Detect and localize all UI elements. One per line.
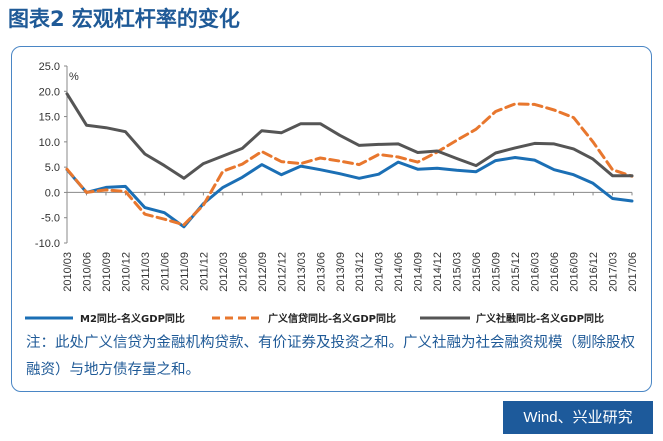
- x-tick-label: 2015/12: [510, 252, 522, 292]
- chart-title: 图表2 宏观杠杆率的变化: [8, 7, 240, 31]
- x-tick-label: 2016/09: [569, 252, 581, 292]
- x-tick-label: 2014/03: [374, 252, 386, 292]
- x-tick-label: 2014/06: [393, 252, 405, 292]
- chart-note: 注：此处广义信贷为金融机构贷款、有价证券及投资之和。广义社融为社会融资规模（剔除…: [26, 335, 635, 378]
- x-tick-label: 2016/12: [588, 252, 600, 292]
- x-tick-label: 2013/06: [315, 252, 327, 292]
- x-tick-label: 2016/03: [530, 252, 542, 292]
- x-tick-label: 2013/09: [335, 252, 347, 292]
- x-tick-label: 2015/06: [471, 252, 483, 292]
- x-tick-label: 2011/06: [159, 252, 171, 291]
- series-social-line: [65, 92, 634, 180]
- y-tick-label: -10.0: [35, 238, 60, 250]
- x-tick-label: 2015/09: [491, 252, 503, 292]
- x-tick-label: 2011/09: [179, 252, 191, 291]
- x-tick-label: 2017/06: [627, 252, 639, 292]
- x-tick-label: 2014/12: [432, 252, 444, 292]
- x-tick-label: 2010/06: [81, 252, 93, 292]
- y-tick-label: 15.0: [39, 112, 60, 124]
- x-tick-label: 2011/03: [140, 252, 152, 291]
- series-credit-line: [65, 102, 634, 227]
- x-tick-label: 2012/09: [257, 252, 269, 292]
- x-tick-label: 2012/12: [276, 252, 288, 292]
- y-tick-label: 5.0: [45, 162, 60, 174]
- x-tick-label: 2010/03: [62, 252, 74, 292]
- x-tick-label: 2010/12: [120, 252, 132, 292]
- x-tick-label: 2012/06: [237, 252, 249, 292]
- y-tick-label: -5.0: [41, 213, 60, 225]
- legend-label: M2同比-名义GDP同比: [80, 312, 185, 325]
- x-tick-label: 2015/03: [452, 252, 464, 292]
- legend-label: 广义社融同比-名义GDP同比: [476, 312, 604, 325]
- chart-panel: [11, 46, 652, 392]
- x-tick-label: 2010/09: [101, 252, 113, 292]
- y-tick-label: 20.0: [39, 86, 60, 98]
- x-tick-label: 2014/09: [413, 252, 425, 292]
- y-tick-label: 0.0: [45, 187, 60, 199]
- x-tick-label: 2011/12: [198, 252, 210, 291]
- x-tick-label: 2012/03: [218, 252, 230, 292]
- x-tick-label: 2013/03: [296, 252, 308, 292]
- source-badge: Wind、兴业研究: [503, 401, 653, 434]
- x-tick-label: 2017/03: [608, 252, 620, 292]
- y-unit-label: %: [69, 71, 79, 83]
- legend-label: 广义信贷同比-名义GDP同比: [268, 312, 396, 325]
- series-m2-line: [65, 156, 634, 229]
- x-tick-label: 2016/06: [549, 252, 561, 292]
- y-tick-label: 10.0: [39, 137, 60, 149]
- y-tick-label: 25.0: [39, 61, 60, 73]
- x-tick-label: 2013/12: [354, 252, 366, 292]
